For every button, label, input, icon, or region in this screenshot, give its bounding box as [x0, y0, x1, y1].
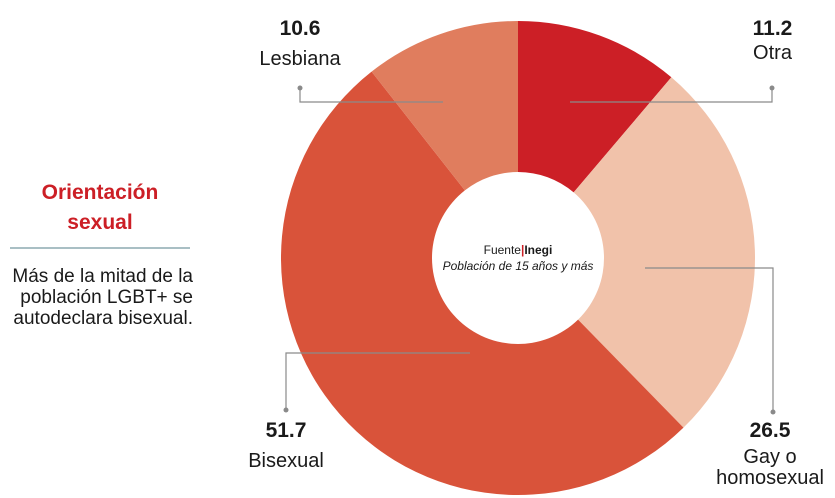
slice-label: 51.7 Bisexual — [226, 420, 346, 472]
source: Inegi — [524, 243, 553, 257]
leader-line — [645, 267, 774, 412]
leader-dot — [770, 409, 776, 415]
leader-dot — [297, 85, 303, 91]
leader-line — [285, 352, 470, 410]
value-label: 10.6 — [279, 17, 321, 40]
divider — [10, 247, 190, 249]
slice — [573, 77, 755, 428]
slice — [371, 20, 518, 191]
value-label: 26.5 — [749, 419, 791, 442]
leader-line — [570, 88, 773, 103]
category-label: Bisexual — [248, 450, 324, 472]
category-label: Gay o homosexual — [716, 446, 824, 489]
leader-line — [299, 88, 443, 103]
slice-label: 26.5 Gay o homosexual — [705, 420, 835, 489]
leader-dot — [283, 407, 289, 413]
chart-title: Orientación sexual — [41, 181, 159, 234]
slice-label: 10.6 Lesbiana — [240, 18, 360, 70]
source-note: Fuente|Inegi Población de 15 años y más — [433, 243, 603, 273]
category-label: Otra — [753, 42, 792, 64]
slice — [280, 71, 684, 496]
leader-dot — [769, 85, 775, 91]
value-label: 51.7 — [265, 419, 307, 442]
subtitle: Población de 15 años y más — [442, 259, 594, 273]
slice — [518, 21, 672, 193]
description: Más de la mitad de la población LGBT+ se… — [12, 266, 193, 329]
category-label: Lesbiana — [259, 48, 341, 70]
source-label: Fuente — [483, 243, 521, 257]
slice-label: 11.2 Otra — [715, 18, 830, 64]
value-label: 11.2 — [752, 17, 793, 40]
